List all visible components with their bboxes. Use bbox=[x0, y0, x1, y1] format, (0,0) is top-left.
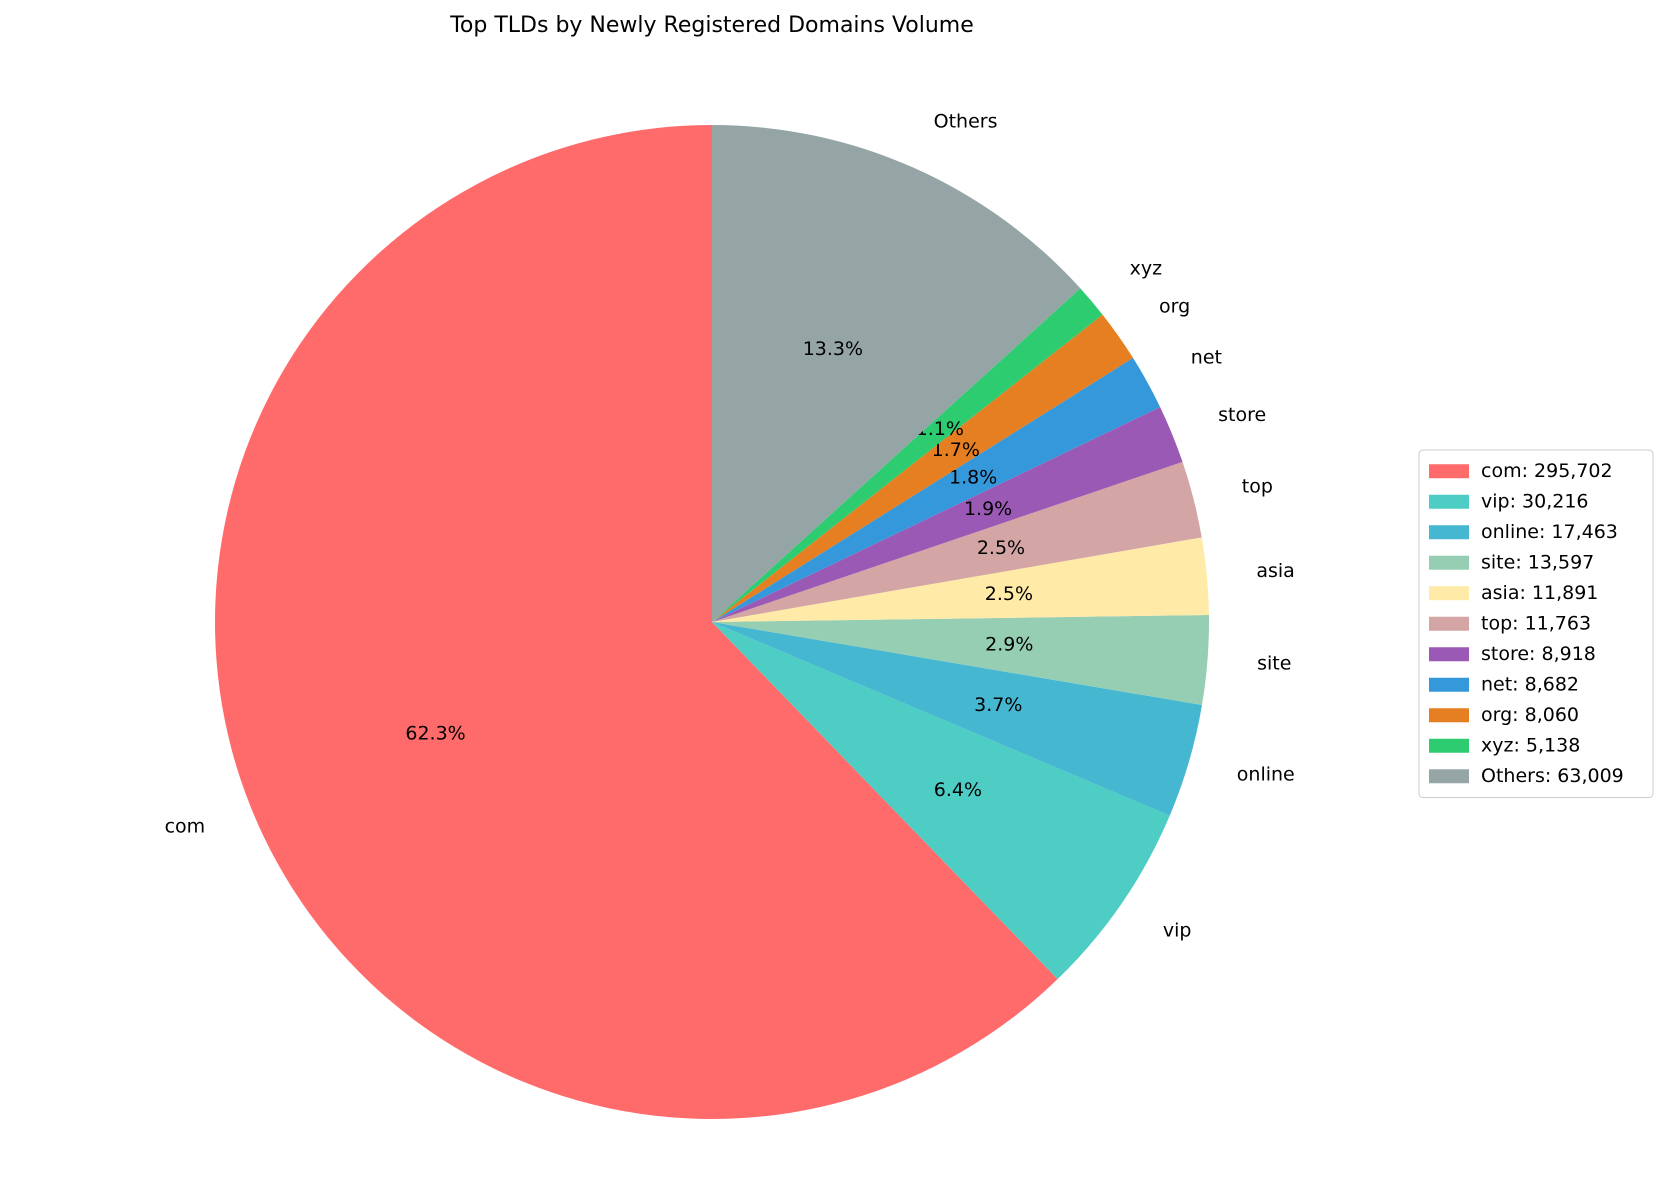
legend-label: Others: 63,009 bbox=[1481, 765, 1624, 787]
legend-label: online: 17,463 bbox=[1481, 521, 1618, 543]
slice-label: site bbox=[1257, 652, 1291, 674]
legend-label: net: 8,682 bbox=[1481, 673, 1579, 695]
percent-label: 1.7% bbox=[932, 439, 980, 461]
legend-swatch bbox=[1429, 555, 1469, 570]
percent-label: 13.3% bbox=[803, 338, 863, 360]
legend-swatch bbox=[1429, 738, 1469, 753]
legend-label: vip: 30,216 bbox=[1481, 490, 1589, 512]
percent-label: 6.4% bbox=[934, 779, 982, 801]
slice-label: Others bbox=[934, 111, 998, 133]
slice-label: online bbox=[1237, 764, 1295, 786]
legend-label: top: 11,763 bbox=[1481, 612, 1591, 634]
percent-label: 2.5% bbox=[985, 583, 1033, 605]
legend-box bbox=[1418, 449, 1654, 798]
legend-swatch bbox=[1429, 769, 1469, 784]
slice-label: asia bbox=[1256, 560, 1294, 582]
legend-swatch bbox=[1429, 464, 1469, 479]
slice-label: net bbox=[1191, 347, 1222, 369]
slice-label: org bbox=[1159, 296, 1190, 318]
pie-slice bbox=[712, 622, 1203, 816]
slice-label: top bbox=[1242, 476, 1273, 498]
legend-swatch bbox=[1429, 616, 1469, 631]
legend-label: com: 295,702 bbox=[1481, 460, 1613, 482]
pie-slice bbox=[712, 125, 1081, 622]
pie-slice bbox=[214, 125, 1058, 1119]
legend-swatch bbox=[1429, 677, 1469, 692]
pie-slice bbox=[712, 461, 1202, 622]
legend-label: store: 8,918 bbox=[1481, 643, 1596, 665]
percent-label: 2.5% bbox=[977, 537, 1025, 559]
pie-slice bbox=[712, 314, 1134, 622]
legend-swatch bbox=[1429, 494, 1469, 509]
percent-label: 2.9% bbox=[985, 633, 1033, 655]
pie-slice bbox=[712, 614, 1209, 706]
legend-swatch bbox=[1429, 708, 1469, 723]
percent-label: 1.9% bbox=[964, 498, 1012, 520]
slice-label: vip bbox=[1163, 920, 1192, 942]
legend-swatch bbox=[1429, 647, 1469, 662]
legend-swatch bbox=[1429, 525, 1469, 540]
chart-title: Top TLDs by Newly Registered Domains Vol… bbox=[449, 13, 974, 38]
pie-slice bbox=[712, 288, 1103, 622]
slice-label: store bbox=[1218, 404, 1266, 426]
pie-slice bbox=[712, 537, 1209, 622]
legend-label: xyz: 5,138 bbox=[1481, 734, 1580, 756]
slice-label: com bbox=[165, 816, 206, 838]
percent-label: 1.8% bbox=[949, 467, 997, 489]
percent-label: 62.3% bbox=[405, 722, 465, 744]
pie-slice bbox=[712, 407, 1183, 622]
legend-label: org: 8,060 bbox=[1481, 704, 1579, 726]
pie-slice bbox=[712, 622, 1170, 980]
percent-label: 3.7% bbox=[974, 694, 1022, 716]
slice-label: xyz bbox=[1130, 258, 1162, 280]
legend-label: asia: 11,891 bbox=[1481, 582, 1598, 604]
legend-label: site: 13,597 bbox=[1481, 551, 1594, 573]
legend-swatch bbox=[1429, 586, 1469, 601]
pie-slice bbox=[712, 357, 1161, 622]
